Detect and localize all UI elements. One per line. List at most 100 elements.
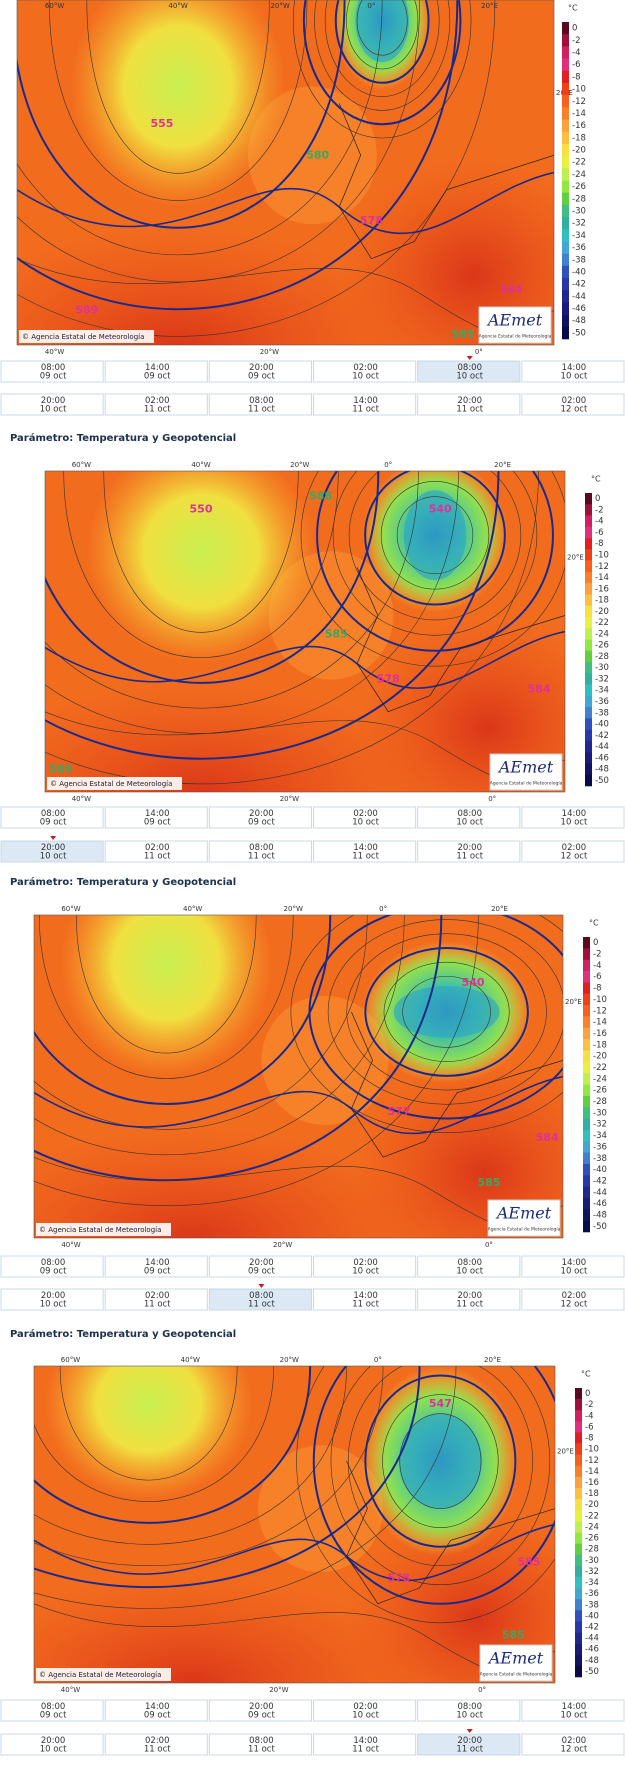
time-slot-date[interactable]: 10 oct	[352, 1711, 379, 1721]
time-slot-box[interactable]	[313, 806, 417, 829]
time-slot-date[interactable]: 11 oct	[144, 852, 171, 862]
time-slot-date[interactable]: 10 oct	[40, 1300, 67, 1310]
time-slot-box[interactable]	[521, 360, 625, 383]
time-slot-date[interactable]: 09 oct	[144, 1711, 171, 1721]
time-slot-box[interactable]	[208, 1699, 312, 1722]
time-slot-date[interactable]: 12 oct	[561, 405, 588, 415]
time-slot-time[interactable]: 14:00	[562, 1258, 587, 1268]
time-slot-date[interactable]: 09 oct	[40, 818, 67, 828]
time-slot-time[interactable]: 02:00	[145, 1736, 170, 1746]
time-slot-box[interactable]	[521, 806, 625, 829]
time-slot-time[interactable]: 20:00	[458, 1736, 483, 1746]
time-slot-date[interactable]: 09 oct	[248, 1267, 275, 1277]
time-slot-time[interactable]: 02:00	[353, 1258, 378, 1268]
time-slot-box[interactable]	[104, 1733, 208, 1756]
time-slot-time[interactable]: 14:00	[562, 1702, 587, 1712]
time-slot-date[interactable]: 12 oct	[561, 1300, 588, 1310]
time-slot-box[interactable]	[104, 360, 208, 383]
time-slot-time[interactable]: 08:00	[41, 363, 66, 373]
time-slot-time[interactable]: 02:00	[145, 1291, 170, 1301]
time-slot-date[interactable]: 09 oct	[144, 818, 171, 828]
time-slot-box[interactable]	[104, 806, 208, 829]
time-slot-date[interactable]: 10 oct	[456, 1711, 483, 1721]
time-slot-time[interactable]: 02:00	[145, 396, 170, 406]
time-slot-time[interactable]: 14:00	[145, 809, 170, 819]
time-slot-box[interactable]	[417, 1699, 521, 1722]
time-slot-time[interactable]: 08:00	[249, 1736, 274, 1746]
time-slot-box[interactable]	[521, 393, 625, 416]
time-slot-time[interactable]: 08:00	[249, 843, 274, 853]
time-slot-box[interactable]	[417, 840, 521, 863]
time-slot-date[interactable]: 09 oct	[248, 372, 275, 382]
time-slot-box[interactable]	[417, 806, 521, 829]
time-slot-date[interactable]: 09 oct	[40, 372, 67, 382]
time-slot-time[interactable]: 14:00	[562, 363, 587, 373]
time-slot-time[interactable]: 14:00	[145, 1702, 170, 1712]
time-slot-box[interactable]	[521, 1255, 625, 1278]
time-slot-box[interactable]	[104, 1699, 208, 1722]
time-slot-time[interactable]: 08:00	[458, 1258, 483, 1268]
time-slot-box[interactable]	[313, 360, 417, 383]
time-slot-box[interactable]	[104, 1255, 208, 1278]
time-slot-time[interactable]: 14:00	[353, 1736, 378, 1746]
time-slot-time[interactable]: 08:00	[41, 809, 66, 819]
time-slot-date[interactable]: 10 oct	[352, 1267, 379, 1277]
time-slot-date[interactable]: 11 oct	[144, 1745, 171, 1755]
time-slot-box[interactable]	[521, 1288, 625, 1311]
time-slot-date[interactable]: 11 oct	[248, 852, 275, 862]
time-slot-box[interactable]	[417, 393, 521, 416]
time-slot-box[interactable]	[208, 806, 312, 829]
time-slot-box[interactable]	[0, 1255, 104, 1278]
time-slot-time[interactable]: 20:00	[249, 1702, 274, 1712]
time-slot-date[interactable]: 09 oct	[40, 1267, 67, 1277]
time-slot-time[interactable]: 02:00	[562, 843, 587, 853]
time-slot-time[interactable]: 02:00	[562, 1291, 587, 1301]
time-slot-box[interactable]	[104, 1288, 208, 1311]
time-slot-box[interactable]	[208, 1255, 312, 1278]
time-slot-box[interactable]	[417, 1288, 521, 1311]
time-slot-time[interactable]: 02:00	[562, 1736, 587, 1746]
time-slot-box[interactable]	[208, 360, 312, 383]
time-slot-time[interactable]: 02:00	[353, 1702, 378, 1712]
time-slot-date[interactable]: 12 oct	[561, 852, 588, 862]
time-slot-box[interactable]	[208, 393, 312, 416]
time-slot-date[interactable]: 11 oct	[456, 1300, 483, 1310]
time-slot-box[interactable]	[104, 393, 208, 416]
time-slot-time[interactable]: 08:00	[249, 396, 274, 406]
time-slot-time[interactable]: 02:00	[562, 396, 587, 406]
time-slot-date[interactable]: 09 oct	[40, 1711, 67, 1721]
time-slot-box[interactable]	[521, 840, 625, 863]
time-slot-box[interactable]	[0, 393, 104, 416]
